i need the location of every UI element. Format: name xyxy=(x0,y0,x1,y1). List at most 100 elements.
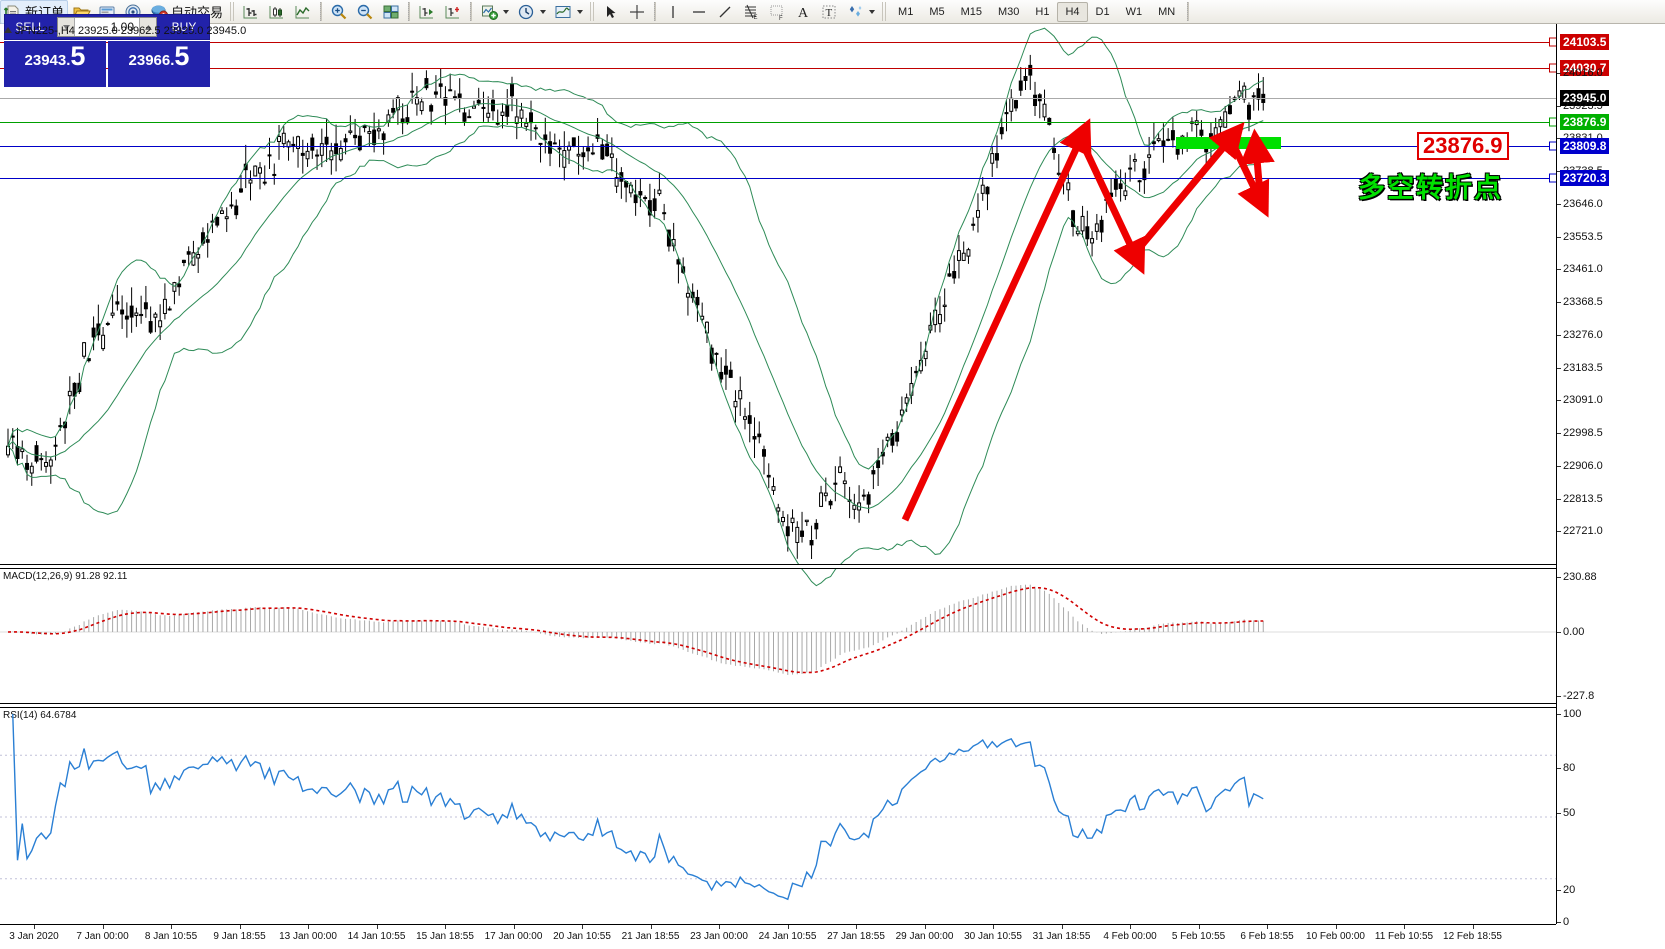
buy-label[interactable]: BUY xyxy=(171,20,197,34)
chinese-annotation: 多空转折点 xyxy=(1358,173,1503,204)
time-axis-tick xyxy=(102,925,104,929)
price-badge-23809.8[interactable]: 23809.8 xyxy=(1560,137,1610,154)
price-axis-label: 24016.0 xyxy=(1563,66,1603,79)
timeframe-m15[interactable]: M15 xyxy=(960,5,982,18)
sell-label[interactable]: SELL xyxy=(15,20,45,34)
time-axis-label: 17 Jan 00:00 xyxy=(484,931,543,942)
vline-icon xyxy=(664,3,682,21)
fibonacci-button[interactable]: E xyxy=(738,0,764,24)
axis-tick xyxy=(1557,577,1561,578)
toolbar-grip-1[interactable] xyxy=(230,2,236,21)
cursor-button[interactable] xyxy=(598,0,624,24)
period-dropdown-caret[interactable] xyxy=(540,9,547,14)
toolbar-grip-2[interactable] xyxy=(590,2,596,21)
bollinger-u xyxy=(7,27,1264,470)
timeframe-m1[interactable]: M1 xyxy=(898,5,914,18)
shapes-dropdown-caret[interactable] xyxy=(869,9,876,14)
axis-tick xyxy=(1557,531,1561,533)
macd-pane[interactable] xyxy=(0,569,1556,696)
price-level-line-24030.7[interactable] xyxy=(0,67,1556,69)
tile-windows-icon xyxy=(382,3,400,21)
tile-windows-button[interactable] xyxy=(378,0,404,24)
time-axis-label: 30 Jan 10:55 xyxy=(964,931,1022,942)
line-chart-button[interactable] xyxy=(290,0,316,24)
rsi-axis-label: 0 xyxy=(1563,916,1570,928)
price-axis-label: 22998.5 xyxy=(1563,427,1603,440)
macd-axis-label: -227.8 xyxy=(1563,690,1595,702)
rsi-axis-label: 100 xyxy=(1563,708,1582,720)
timeframe-h4[interactable]: H4 xyxy=(1057,1,1088,22)
volume-value[interactable]: 1.00 xyxy=(75,18,139,36)
chart-shift-button[interactable] xyxy=(440,0,466,24)
buy-price-button[interactable]: 23966 . 5 xyxy=(108,41,210,87)
horizontal-line-button[interactable] xyxy=(686,0,712,24)
timeframe-mn[interactable]: MN xyxy=(1158,5,1176,18)
volume-decrease-button[interactable] xyxy=(58,18,75,36)
toolbar-separator-5 xyxy=(1187,2,1190,21)
time-axis-tick xyxy=(1472,925,1474,929)
hline-icon xyxy=(690,3,708,21)
price-badge-23720.3[interactable]: 23720.3 xyxy=(1560,169,1610,186)
sell-price-separator: . xyxy=(66,52,71,69)
trendline-button[interactable] xyxy=(712,0,738,24)
vertical-line-button[interactable] xyxy=(660,0,686,24)
sell-price-button[interactable]: 23943 . 5 xyxy=(4,41,106,87)
candlestick-chart-button[interactable] xyxy=(264,0,290,24)
collapse-triangle-icon[interactable] xyxy=(4,27,12,33)
price-pane[interactable] xyxy=(0,27,1556,587)
price-axis-label: 23923.5 xyxy=(1563,99,1603,112)
time-axis-tick xyxy=(924,925,926,929)
zoom-in-button[interactable] xyxy=(326,0,352,24)
price-level-line-23876.9[interactable] xyxy=(0,122,1556,124)
price-badge-24103.5[interactable]: 24103.5 xyxy=(1560,34,1610,50)
toolbar-separator-2 xyxy=(408,2,411,21)
timeframe-m30[interactable]: M30 xyxy=(998,5,1020,18)
candlestick-chart-icon xyxy=(268,3,286,21)
price-badge-23945[interactable]: 23945.0 xyxy=(1560,90,1610,107)
svg-text:E: E xyxy=(754,15,758,21)
time-axis-label: 6 Feb 18:55 xyxy=(1240,931,1294,942)
price-axis-label: 23368.5 xyxy=(1563,296,1603,309)
price-level-line-24103.5[interactable] xyxy=(0,42,1556,43)
timeframe-d1[interactable]: D1 xyxy=(1095,5,1110,18)
time-axis-label: 23 Jan 00:00 xyxy=(690,931,748,942)
time-axis-label: 13 Jan 00:00 xyxy=(279,931,337,942)
price-level-line-23809.8[interactable] xyxy=(0,145,1556,147)
indicators-dropdown-caret[interactable] xyxy=(503,9,510,14)
time-axis[interactable]: 3 Jan 2020 7 Jan 00:00 8 Jan 10:55 9 Jan 18… xyxy=(0,924,1556,949)
volume-stepper[interactable]: 1.00 xyxy=(57,17,157,37)
indicators-button[interactable] xyxy=(476,0,513,24)
chart-window[interactable]: JPN225-,H4 23925.0 23962.5 23925.0 23945… xyxy=(0,24,1665,949)
price-badge-23876.9[interactable]: 23876.9 xyxy=(1560,114,1610,131)
one-click-trading-panel[interactable]: SELL 1.00 BUY 23943 . 5 23966 . 5 xyxy=(4,14,210,87)
templates-dropdown-caret[interactable] xyxy=(577,9,584,14)
price-level-line-23945[interactable] xyxy=(0,98,1556,100)
shapes-button[interactable] xyxy=(842,0,879,24)
rsi-pane[interactable] xyxy=(0,708,1556,923)
time-axis-label: 8 Jan 10:55 xyxy=(144,931,198,942)
period-button[interactable] xyxy=(513,0,550,24)
bar-chart-button[interactable] xyxy=(238,0,264,24)
crosshair-button[interactable] xyxy=(624,0,650,24)
time-axis-label: 9 Jan 18:55 xyxy=(213,931,266,942)
text-button[interactable]: A xyxy=(790,0,816,24)
timeframe-h1[interactable]: H1 xyxy=(1035,5,1050,18)
text-label-button[interactable]: T xyxy=(816,0,842,24)
axis-tick xyxy=(1557,696,1561,697)
toolbar-grip-3[interactable] xyxy=(882,2,888,21)
auto-scroll-button[interactable] xyxy=(414,0,440,24)
timeframe-w1[interactable]: W1 xyxy=(1125,5,1143,18)
price-badge-24030.7[interactable]: 24030.7 xyxy=(1560,59,1610,76)
volume-increase-button[interactable] xyxy=(139,18,156,36)
channel-button[interactable]: F xyxy=(764,0,790,24)
axis-tick xyxy=(1557,632,1561,633)
templates-button[interactable] xyxy=(550,0,587,24)
price-axis[interactable]: 24103.5 24030.7 24016.0 23945.0 23923.5 23876… xyxy=(1556,24,1665,928)
timeframe-m5[interactable]: M5 xyxy=(929,5,945,18)
zoom-out-button[interactable] xyxy=(352,0,378,24)
toolbar-separator-3 xyxy=(470,2,473,21)
time-axis-label: 11 Feb 10:55 xyxy=(1374,931,1434,942)
axis-tick xyxy=(1557,171,1561,173)
svg-text:A: A xyxy=(798,6,809,21)
price-level-line-23720.3[interactable] xyxy=(0,177,1556,179)
